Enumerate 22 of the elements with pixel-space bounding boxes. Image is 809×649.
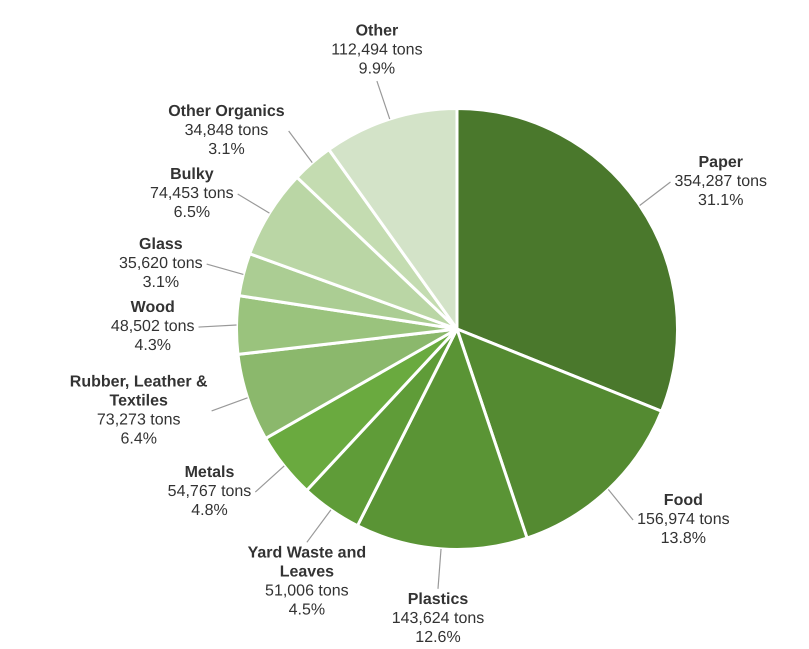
slice-label: Bulky: [170, 166, 214, 183]
slice-label: Yard Waste and Leaves: [248, 544, 366, 581]
data-label: 143,624 tons 12.6%: [392, 610, 484, 646]
data-label: 112,494 tons 9.9%: [331, 41, 423, 78]
slice-label: Food: [664, 492, 703, 509]
data-label: 354,287 tons 31.1%: [674, 172, 768, 209]
slice-label: Plastics: [408, 591, 468, 608]
data-label: 156,974 tons 13.8%: [637, 510, 730, 547]
data-label: 74,453 tons 6.5%: [150, 184, 234, 221]
slice-label: Rubber, Leather & Textiles: [70, 373, 208, 410]
data-label: 54,767 tons 4.8%: [168, 482, 252, 519]
slice-label: Other Organics: [168, 102, 285, 120]
data-label: 34,848 tons 3.1%: [184, 122, 268, 158]
data-label: 51,006 tons 4.5%: [265, 582, 349, 619]
data-label: 48,502 tons 4.3%: [110, 318, 195, 354]
slice-label: Wood: [130, 298, 175, 316]
data-label: 35,620 tons 3.1%: [119, 254, 203, 291]
slice-label: Paper: [698, 154, 743, 171]
slice-label: Other: [356, 22, 398, 40]
slice-label: Metals: [184, 464, 234, 481]
slice-label: Glass: [139, 236, 183, 253]
data-label: 73,273 tons 6.4%: [96, 411, 181, 448]
